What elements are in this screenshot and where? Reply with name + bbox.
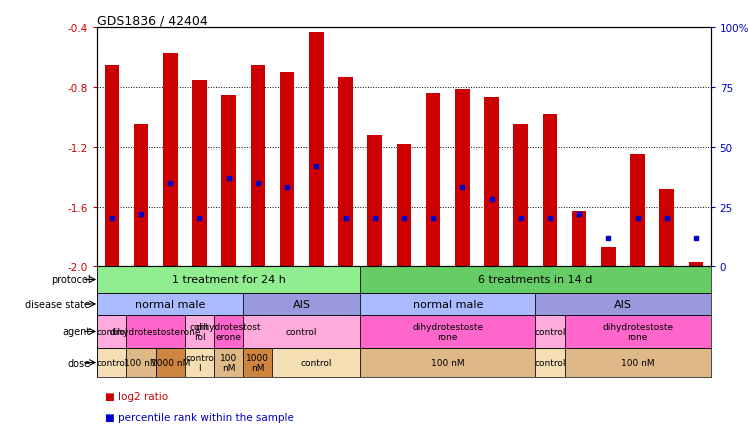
- Text: 100 nM: 100 nM: [431, 358, 465, 367]
- Bar: [185, 348, 214, 378]
- Text: disease state: disease state: [25, 299, 91, 309]
- Bar: [513, 125, 528, 266]
- Text: dihydrotestoste
rone: dihydrotestoste rone: [602, 322, 673, 341]
- Bar: [455, 89, 470, 266]
- Bar: [97, 316, 126, 348]
- Bar: [367, 135, 382, 266]
- Bar: [214, 348, 243, 378]
- Text: protocol: protocol: [51, 275, 91, 285]
- Bar: [360, 348, 536, 378]
- Bar: [542, 115, 557, 266]
- Bar: [660, 189, 674, 266]
- Bar: [243, 316, 360, 348]
- Text: dihydrotestoste
rone: dihydrotestoste rone: [412, 322, 483, 341]
- Text: 1000 nM: 1000 nM: [150, 358, 190, 367]
- Text: normal male: normal male: [413, 299, 483, 309]
- Bar: [396, 145, 411, 266]
- Text: normal male: normal male: [135, 299, 206, 309]
- Text: 1000
nM: 1000 nM: [246, 353, 269, 372]
- Text: control: control: [286, 327, 317, 336]
- Bar: [126, 316, 185, 348]
- Bar: [360, 266, 711, 293]
- Bar: [536, 293, 711, 316]
- Text: dihydrotestost
erone: dihydrotestost erone: [196, 322, 261, 341]
- Bar: [163, 53, 177, 266]
- Bar: [280, 73, 295, 266]
- Text: control: control: [534, 358, 565, 367]
- Text: 1 treatment for 24 h: 1 treatment for 24 h: [172, 275, 286, 285]
- Bar: [536, 316, 565, 348]
- Bar: [214, 316, 243, 348]
- Text: 100 nM: 100 nM: [124, 358, 158, 367]
- Bar: [338, 77, 353, 266]
- Bar: [572, 211, 586, 266]
- Bar: [536, 348, 565, 378]
- Bar: [484, 98, 499, 266]
- Text: dose: dose: [67, 358, 91, 368]
- Text: 6 treatments in 14 d: 6 treatments in 14 d: [478, 275, 592, 285]
- Bar: [156, 348, 185, 378]
- Bar: [97, 293, 243, 316]
- Text: 100 nM: 100 nM: [621, 358, 654, 367]
- Bar: [192, 80, 206, 266]
- Bar: [272, 348, 360, 378]
- Bar: [243, 293, 360, 316]
- Bar: [360, 316, 536, 348]
- Bar: [243, 348, 272, 378]
- Bar: [185, 316, 214, 348]
- Text: control: control: [301, 358, 332, 367]
- Text: control: control: [534, 327, 565, 336]
- Bar: [631, 155, 645, 266]
- Text: AIS: AIS: [292, 299, 310, 309]
- Bar: [221, 95, 236, 266]
- Bar: [689, 262, 703, 266]
- Text: control: control: [96, 358, 128, 367]
- Text: ■ log2 ratio: ■ log2 ratio: [105, 391, 168, 401]
- Text: GDS1836 / 42404: GDS1836 / 42404: [97, 14, 208, 27]
- Text: contro
l: contro l: [185, 353, 214, 372]
- Bar: [601, 247, 616, 266]
- Bar: [126, 348, 156, 378]
- Bar: [565, 316, 711, 348]
- Text: agent: agent: [62, 327, 91, 337]
- Bar: [134, 125, 148, 266]
- Bar: [426, 94, 441, 266]
- Text: control: control: [96, 327, 128, 336]
- Text: AIS: AIS: [614, 299, 632, 309]
- Text: dihydrotestosterone: dihydrotestosterone: [110, 327, 201, 336]
- Text: cont
rol: cont rol: [189, 322, 209, 341]
- Bar: [565, 348, 711, 378]
- Bar: [309, 33, 324, 266]
- Bar: [360, 293, 536, 316]
- Bar: [97, 266, 360, 293]
- Bar: [251, 66, 266, 266]
- Text: 100
nM: 100 nM: [220, 353, 237, 372]
- Bar: [105, 66, 119, 266]
- Bar: [97, 348, 126, 378]
- Text: ■ percentile rank within the sample: ■ percentile rank within the sample: [105, 412, 294, 422]
